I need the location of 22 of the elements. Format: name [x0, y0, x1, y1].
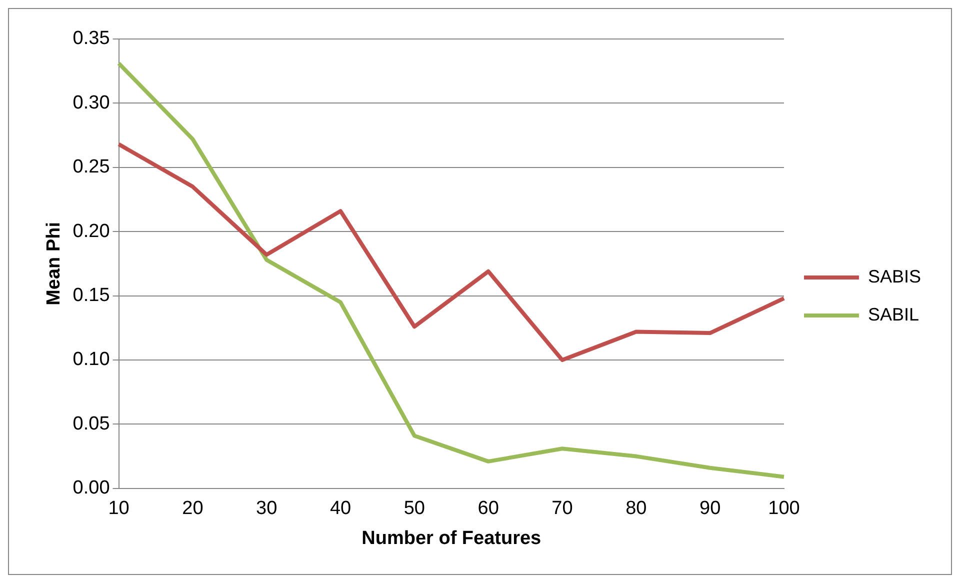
y-tick-label: 0.10 — [72, 349, 110, 370]
x-tick-label: 90 — [699, 498, 721, 520]
x-axis-title: Number of Features — [362, 528, 542, 549]
y-tick-label: 0.35 — [72, 28, 110, 50]
x-tick-label: 70 — [552, 498, 573, 520]
y-tick-label: 0.00 — [72, 478, 110, 499]
legend-label: SABIS — [868, 266, 922, 286]
y-tick-label: 0.30 — [72, 92, 110, 114]
x-tick-label: 100 — [768, 498, 800, 520]
x-tick-label: 40 — [330, 498, 352, 520]
x-tick-label: 10 — [108, 498, 130, 520]
y-tick-label: 0.20 — [72, 220, 110, 242]
y-tick-label: 0.25 — [72, 156, 110, 178]
x-tick-label: 30 — [256, 498, 278, 520]
legend-label: SABIL — [868, 304, 920, 324]
x-tick-label: 20 — [182, 498, 204, 520]
y-axis-title: Mean Phi — [44, 222, 65, 306]
x-tick-label: 80 — [626, 498, 647, 520]
y-tick-label: 0.05 — [72, 413, 110, 434]
x-tick-label: 60 — [478, 498, 499, 520]
y-tick-label: 0.15 — [72, 285, 110, 306]
x-tick-label: 50 — [404, 498, 425, 520]
